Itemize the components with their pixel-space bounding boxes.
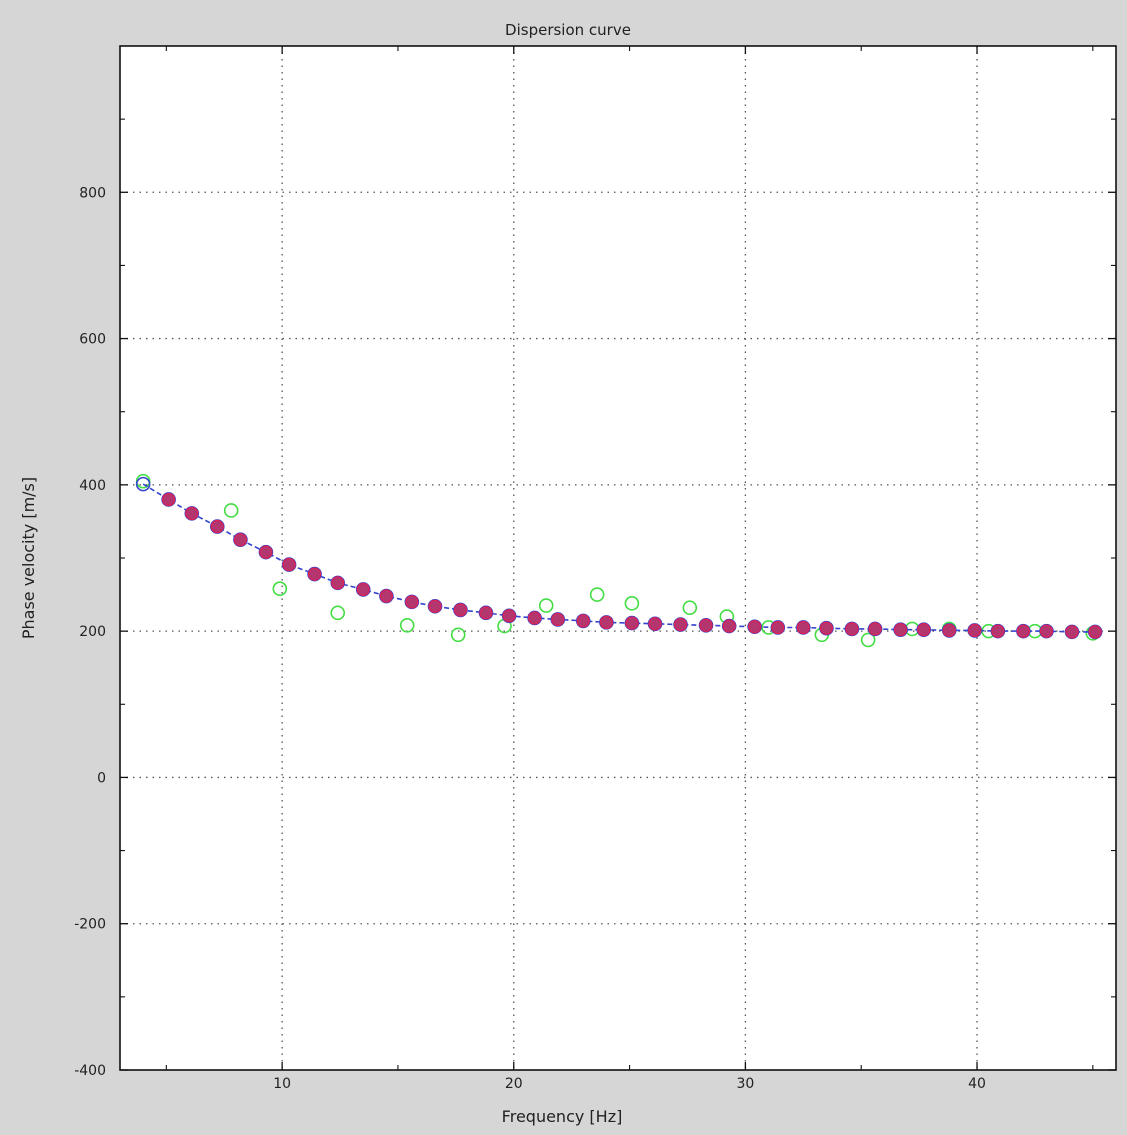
data-point-fit (233, 533, 248, 547)
data-point-fit (331, 576, 345, 590)
data-point-fit (576, 614, 590, 628)
x-axis-label: Frequency [Hz] (502, 1107, 623, 1126)
data-point-fit (502, 609, 516, 623)
y-tick-label: 200 (79, 624, 106, 640)
data-point-fit (551, 612, 565, 627)
y-tick-label: 600 (79, 332, 106, 348)
data-point-fit (845, 622, 859, 636)
data-point-fit (282, 557, 296, 572)
data-point-measured (450, 627, 466, 643)
data-point-fit (356, 582, 370, 597)
data-point-fit (210, 519, 224, 534)
x-tick-label: 10 (273, 1076, 291, 1092)
series-layer (135, 473, 1103, 648)
data-point-measured (682, 600, 698, 616)
data-point-fit (648, 617, 662, 631)
data-point-fit (599, 615, 614, 630)
data-point-fit (259, 545, 273, 559)
y-tick-label: -200 (74, 917, 106, 933)
data-point-measured (399, 617, 415, 633)
y-axis-label: Phase velocity [m/s] (19, 477, 38, 639)
y-tick-label: 800 (79, 185, 106, 201)
y-tick-label: -400 (74, 1063, 106, 1079)
data-point-fit (917, 623, 931, 637)
data-point-fit (796, 620, 810, 635)
data-point-measured (538, 598, 554, 613)
data-point-fit (453, 603, 468, 617)
data-point-measured (860, 632, 876, 648)
chart-title: Dispersion curve (505, 21, 631, 39)
data-point-fit (722, 619, 736, 633)
data-point-fit (771, 620, 785, 635)
series-line-model (142, 483, 1096, 633)
data-point-fit (893, 623, 908, 637)
data-point-fit (625, 616, 639, 630)
tick-labels: 10 20 30 40 -400 -200 0 200 400 600 800 (74, 185, 986, 1092)
data-point-fit (968, 623, 982, 638)
data-point-fit (307, 567, 322, 581)
data-point-measured (272, 581, 288, 597)
y-tick-label: 400 (79, 478, 106, 494)
plot-frame (119, 45, 1117, 1071)
data-point-fit (527, 611, 542, 625)
data-point-fit (991, 624, 1005, 638)
data-point-fit (428, 599, 442, 613)
data-point-model (135, 476, 151, 492)
data-point-measured (223, 503, 239, 518)
data-point-fit (748, 620, 762, 634)
data-point-fit (819, 621, 834, 635)
data-point-fit (161, 492, 176, 507)
data-point-fit (868, 622, 882, 636)
data-point-fit (479, 606, 493, 620)
data-point-fit (185, 506, 199, 521)
data-point-fit (1065, 625, 1079, 639)
x-tick-label: 40 (968, 1076, 986, 1092)
data-point-measured (330, 605, 346, 621)
data-point-measured (624, 596, 640, 611)
series-fit (161, 492, 1102, 639)
y-tick-label: 0 (97, 770, 106, 786)
data-point-fit (942, 623, 956, 638)
data-point-fit (673, 617, 688, 632)
data-point-fit (1016, 624, 1030, 638)
data-point-fit (1088, 625, 1102, 639)
data-point-fit (699, 618, 713, 632)
data-point-fit (1039, 624, 1054, 638)
data-point-fit (405, 595, 419, 609)
x-tick-label: 30 (736, 1076, 754, 1092)
x-tick-label: 20 (505, 1076, 523, 1092)
data-point-fit (379, 589, 394, 603)
data-point-measured (589, 587, 605, 602)
